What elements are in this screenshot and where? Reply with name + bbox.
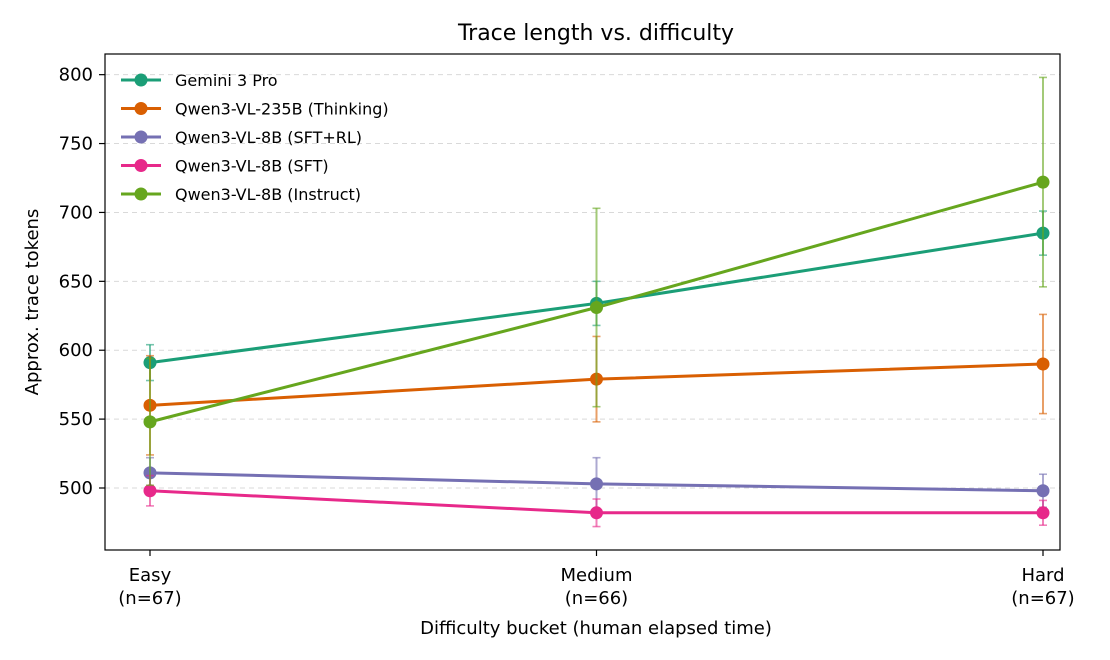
data-point: [1036, 357, 1050, 371]
legend-item-3: Qwen3-VL-8B (SFT): [121, 157, 329, 176]
y-tick-label: 700: [59, 202, 93, 223]
y-tick-label: 800: [59, 65, 93, 86]
plot-frame: [104, 53, 1061, 551]
x-tick-count: (n=67): [118, 588, 181, 609]
legend-item-4: Qwen3-VL-8B (Instruct): [121, 185, 361, 204]
ticks-layer: 500550600650700750800Easy(n=67)Medium(n=…: [59, 65, 1075, 609]
series-3: [143, 474, 1050, 528]
legend-swatch-marker: [134, 159, 148, 172]
x-tick-label: Medium: [561, 565, 633, 586]
legend-swatch-marker: [134, 102, 148, 115]
y-axis-label: Approx. trace tokens: [22, 209, 43, 396]
legend-item-0: Gemini 3 Pro: [121, 71, 278, 90]
legend-label: Qwen3-VL-8B (Instruct): [175, 185, 361, 204]
y-tick-label: 750: [59, 134, 93, 155]
data-point: [1036, 484, 1050, 498]
data-point: [590, 301, 603, 315]
data-point: [1036, 175, 1050, 189]
legend-label: Qwen3-VL-235B (Thinking): [175, 100, 389, 119]
legend-label: Qwen3-VL-8B (SFT): [175, 157, 329, 176]
x-axis-label: Difficulty bucket (human elapsed time): [420, 618, 772, 639]
x-tick-label: Hard: [1021, 565, 1064, 586]
legend-label: Qwen3-VL-8B (SFT+RL): [175, 128, 362, 147]
y-tick-label: 650: [59, 271, 93, 292]
y-tick-label: 600: [59, 340, 93, 361]
data-point: [143, 415, 157, 429]
data-point: [143, 484, 157, 498]
x-tick-count: (n=67): [1011, 588, 1074, 609]
legend-item-1: Qwen3-VL-235B (Thinking): [121, 100, 389, 119]
data-point: [1036, 506, 1050, 520]
x-tick-count: (n=66): [565, 588, 628, 609]
data-point: [590, 506, 603, 520]
y-tick-label: 500: [59, 478, 93, 499]
legend-item-2: Qwen3-VL-8B (SFT+RL): [121, 128, 362, 147]
legend-swatch-marker: [134, 130, 148, 144]
legend-swatch-marker: [134, 73, 148, 87]
data-point: [590, 477, 603, 491]
series-layer: [143, 76, 1050, 528]
legend-label: Gemini 3 Pro: [175, 71, 278, 90]
legend: Gemini 3 Pro Qwen3-VL-235B (Thinking) Qwen…: [121, 71, 389, 204]
y-tick-label: 550: [59, 409, 93, 430]
legend-swatch-marker: [134, 187, 148, 201]
x-tick-label: Easy: [129, 565, 172, 586]
grid-layer: [105, 74, 1060, 489]
series-4: [143, 76, 1050, 487]
chart-title: Trace length vs. difficulty: [457, 21, 734, 46]
